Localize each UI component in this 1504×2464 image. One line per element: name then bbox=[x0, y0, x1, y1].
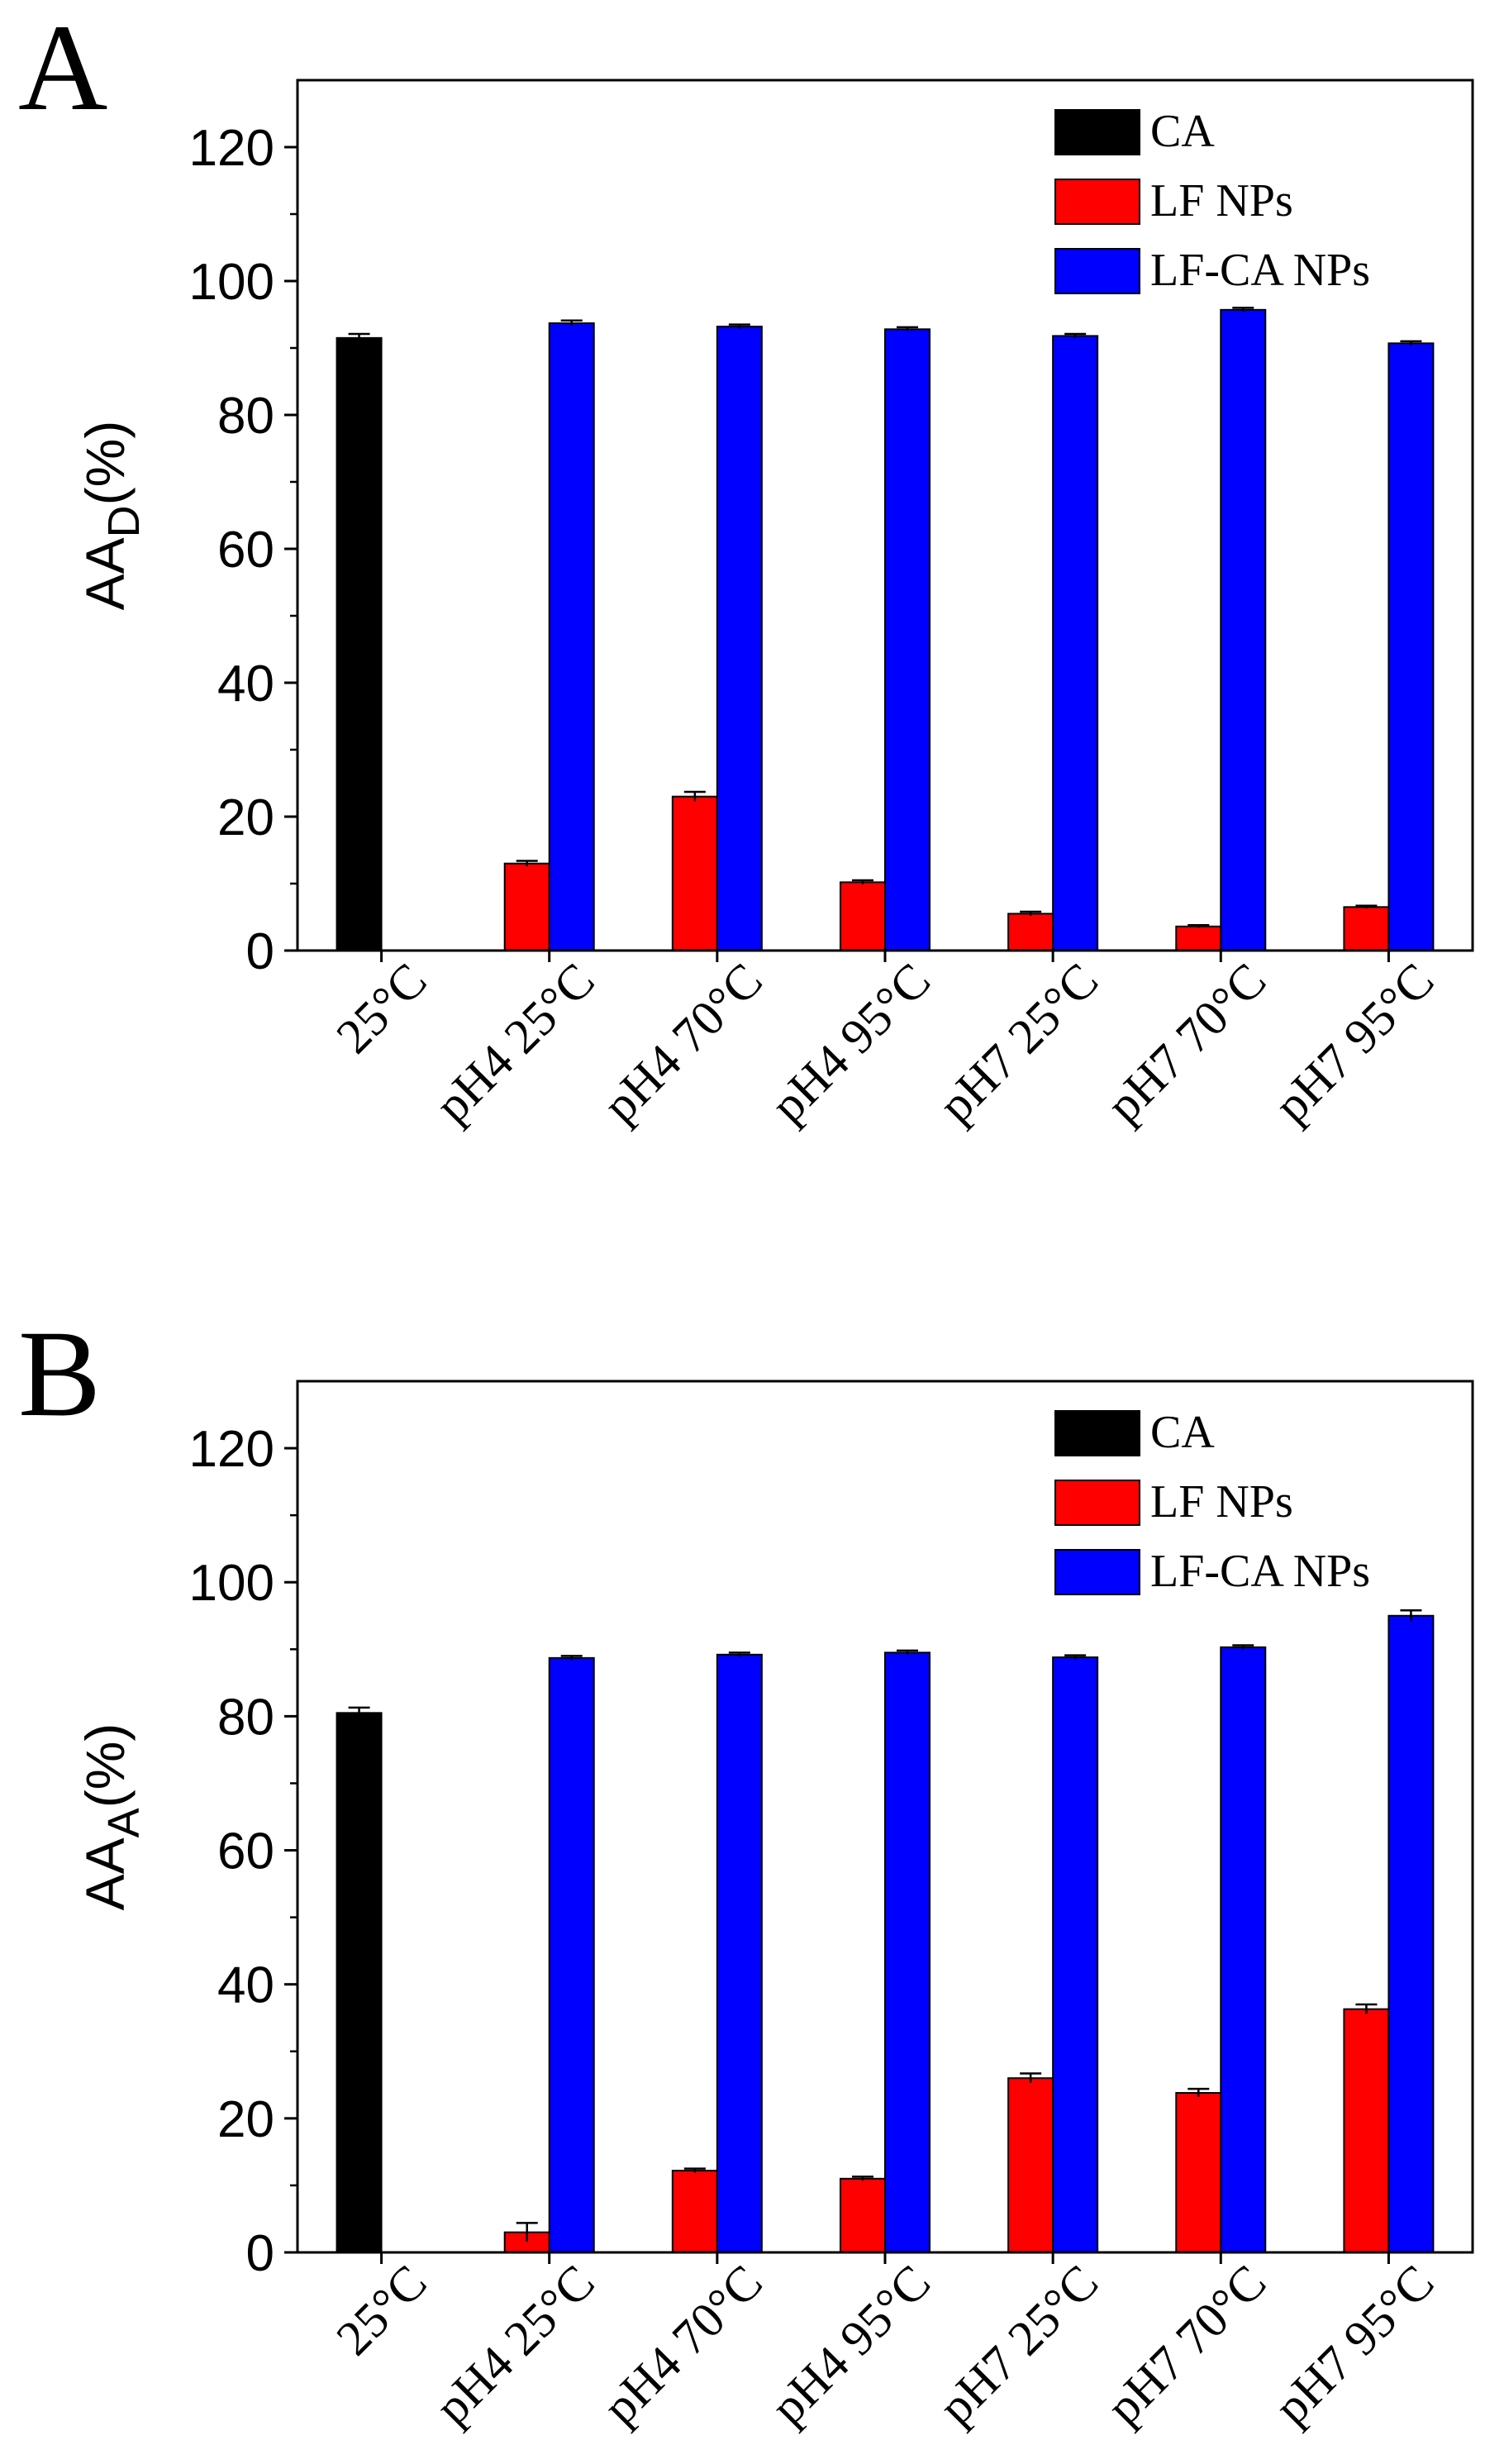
bar bbox=[1007, 2077, 1054, 2253]
y-tick-label: 100 bbox=[189, 254, 274, 311]
bar bbox=[840, 881, 886, 952]
y-tick-label: 0 bbox=[246, 2225, 274, 2282]
y-tick-label: 80 bbox=[217, 388, 274, 445]
y-tick-label: 100 bbox=[189, 1555, 274, 1612]
y-tick-label: 120 bbox=[189, 1421, 274, 1478]
bar bbox=[548, 322, 595, 951]
bar bbox=[1175, 2092, 1222, 2253]
bar bbox=[1052, 335, 1099, 952]
category-label: pH4 95°C bbox=[760, 953, 940, 1133]
bar bbox=[716, 326, 763, 951]
category-label: pH7 70°C bbox=[1096, 2255, 1276, 2435]
y-tick-label: 120 bbox=[189, 120, 274, 177]
series-lf-ca-nps bbox=[548, 307, 1435, 952]
bar bbox=[1220, 308, 1267, 951]
category-label: pH4 25°C bbox=[425, 2255, 605, 2435]
y-axis-label-subscript: A bbox=[99, 1808, 149, 1837]
panel-label: B bbox=[18, 1305, 101, 1442]
bar bbox=[716, 1653, 763, 2253]
legend: CA LF NPs LF-CA NPs bbox=[1054, 1407, 1370, 1597]
bar bbox=[1052, 1656, 1099, 2253]
category-label: 25°C bbox=[326, 953, 436, 1064]
legend-swatch bbox=[1054, 1410, 1140, 1456]
legend-swatch bbox=[1054, 1549, 1140, 1595]
category-label: pH4 95°C bbox=[760, 2255, 940, 2435]
bar bbox=[548, 1656, 595, 2253]
category-label: pH7 95°C bbox=[1264, 953, 1445, 1133]
legend: CA LF NPs LF-CA NPs bbox=[1054, 106, 1370, 296]
category-label: 25°C bbox=[326, 2255, 436, 2366]
bar bbox=[1175, 925, 1222, 951]
y-tick-label: 20 bbox=[217, 789, 274, 846]
bar bbox=[503, 862, 550, 951]
legend-swatch bbox=[1054, 109, 1140, 155]
series-ca bbox=[336, 1706, 383, 2254]
bar bbox=[336, 1712, 383, 2254]
legend-swatch bbox=[1054, 179, 1140, 225]
y-tick-label: 40 bbox=[217, 1957, 274, 2014]
category-label: pH7 70°C bbox=[1096, 953, 1276, 1133]
y-axis-label-main: AA bbox=[74, 1837, 136, 1910]
legend-label: CA bbox=[1150, 1407, 1215, 1458]
bar bbox=[1387, 342, 1435, 951]
series-ca bbox=[336, 332, 383, 952]
bar bbox=[840, 2177, 886, 2254]
series-lf-ca-nps bbox=[548, 1609, 1435, 2254]
legend-label: LF NPs bbox=[1150, 1476, 1293, 1527]
y-axis-label-main: AA bbox=[74, 537, 136, 610]
y-axis-label-suffix: (%) bbox=[74, 421, 136, 506]
legend-swatch bbox=[1054, 248, 1140, 294]
y-tick-label: 80 bbox=[217, 1689, 274, 1746]
bar bbox=[884, 328, 930, 951]
series-lf-nps bbox=[503, 2003, 1390, 2254]
y-tick-label: 0 bbox=[246, 923, 274, 980]
y-tick-label: 20 bbox=[217, 2091, 274, 2148]
category-label: pH4 25°C bbox=[425, 953, 605, 1133]
y-tick-label: 60 bbox=[217, 522, 274, 579]
legend-swatch bbox=[1054, 1480, 1140, 1526]
category-label: pH7 25°C bbox=[928, 953, 1108, 1133]
panel-label: A bbox=[18, 0, 107, 136]
bar bbox=[1343, 2008, 1390, 2253]
y-axis-label-subscript: D bbox=[99, 505, 149, 537]
y-axis-label: AAA(%) bbox=[74, 1723, 149, 1911]
bar bbox=[336, 336, 383, 952]
category-label: pH7 95°C bbox=[1264, 2255, 1445, 2435]
legend-label: LF NPs bbox=[1150, 175, 1293, 226]
legend-label: LF-CA NPs bbox=[1150, 1546, 1370, 1597]
bar bbox=[884, 1651, 930, 2254]
y-tick-label: 40 bbox=[217, 655, 274, 713]
category-label: pH4 70°C bbox=[593, 953, 773, 1133]
y-axis-label: AAD(%) bbox=[74, 421, 149, 611]
legend-label: LF-CA NPs bbox=[1150, 245, 1370, 296]
legend-label: CA bbox=[1150, 106, 1215, 157]
bar bbox=[1343, 906, 1390, 951]
bar bbox=[1220, 1646, 1267, 2253]
bar bbox=[671, 2170, 718, 2254]
category-label: pH4 70°C bbox=[593, 2255, 773, 2435]
bar bbox=[671, 795, 718, 952]
y-axis-label-suffix: (%) bbox=[74, 1723, 136, 1809]
bar bbox=[1387, 1614, 1435, 2254]
bar bbox=[1007, 913, 1054, 951]
category-label: pH7 25°C bbox=[928, 2255, 1108, 2435]
y-tick-label: 60 bbox=[217, 1823, 274, 1880]
